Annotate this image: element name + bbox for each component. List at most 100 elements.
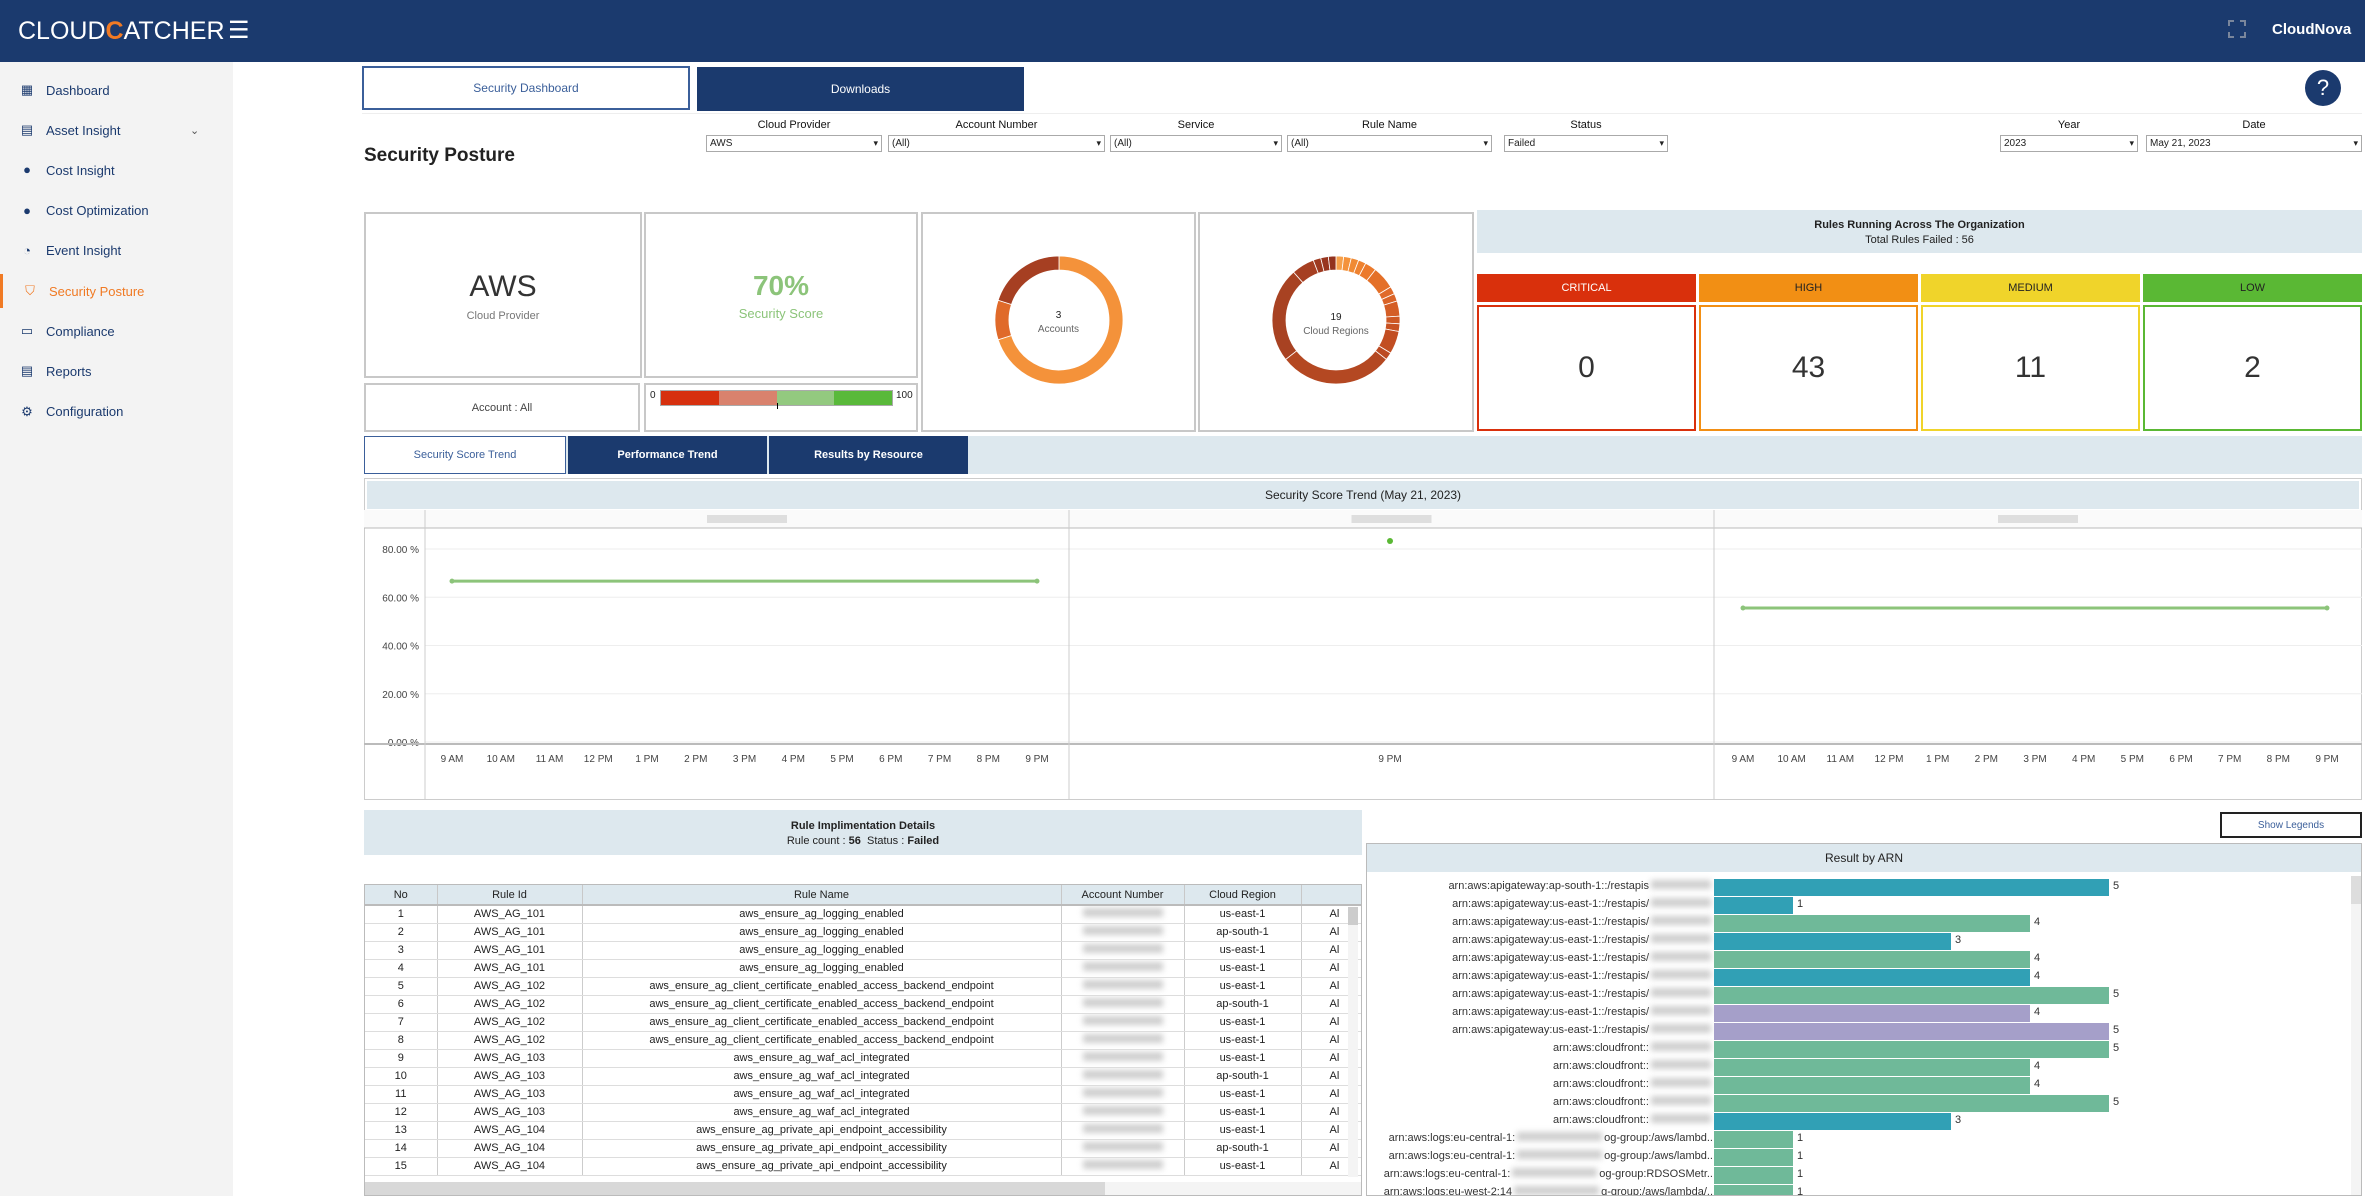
sidebar-item-dashboard[interactable]: ▦ Dashboard <box>0 73 233 107</box>
arn-bar-row[interactable]: arn:aws:apigateway:us-east-1::/restapis/… <box>1367 1022 2361 1040</box>
arn-bar[interactable] <box>1714 1167 1793 1184</box>
arn-bar-row[interactable]: arn:aws:logs:eu-central-1: og-group:/aws/… <box>1367 1148 2361 1166</box>
donut-segment[interactable] <box>1327 255 1337 271</box>
tab-results-by-resource[interactable]: Results by Resource <box>769 436 968 474</box>
arn-bar-row[interactable]: arn:aws:cloudfront:: 5 <box>1367 1094 2361 1112</box>
fullscreen-icon[interactable] <box>2228 20 2246 38</box>
tab-performance-trend[interactable]: Performance Trend <box>568 436 767 474</box>
arn-bar[interactable] <box>1714 969 2030 986</box>
arn-bar[interactable] <box>1714 879 2109 896</box>
donut-segment[interactable] <box>997 255 1124 385</box>
sidebar-item-event-insight[interactable]: ◔ Event Insight <box>0 234 233 268</box>
donut-segment[interactable] <box>997 255 1060 306</box>
arn-bar-row[interactable]: arn:aws:cloudfront:: 5 <box>1367 1040 2361 1058</box>
tab-security-score-trend[interactable]: Security Score Trend <box>364 436 566 474</box>
arn-bar[interactable] <box>1714 951 2030 968</box>
account-number-select[interactable]: (All) ▾ <box>888 135 1105 152</box>
table-row[interactable]: 12 AWS_AG_103 aws_ensure_ag_waf_acl_integr… <box>365 1103 1361 1122</box>
hamburger-menu-icon[interactable]: ☰ <box>228 17 250 44</box>
column-header[interactable]: Rule Name <box>582 885 1062 906</box>
column-header[interactable] <box>1301 885 1361 906</box>
sidebar-item-configuration[interactable]: ⚙ Configuration <box>0 395 233 429</box>
arn-bar-row[interactable]: arn:aws:apigateway:ap-south-1::/restapis… <box>1367 878 2361 896</box>
table-row[interactable]: 11 AWS_AG_103 aws_ensure_ag_waf_acl_integr… <box>365 1085 1361 1104</box>
severity-count-critical[interactable]: 0 <box>1477 305 1696 431</box>
tab-security-dashboard[interactable]: Security Dashboard <box>362 66 690 110</box>
cloud-provider-select[interactable]: AWS ▾ <box>706 135 882 152</box>
table-row[interactable]: 3 AWS_AG_101 aws_ensure_ag_logging_enabled… <box>365 941 1361 960</box>
table-row[interactable]: 7 AWS_AG_102 aws_ensure_ag_client_certific… <box>365 1013 1361 1032</box>
tab-downloads[interactable]: Downloads <box>697 67 1024 111</box>
arn-bar-row[interactable]: arn:aws:apigateway:us-east-1::/restapis/… <box>1367 932 2361 950</box>
arn-bar-row[interactable]: arn:aws:apigateway:us-east-1::/restapis/… <box>1367 914 2361 932</box>
table-row[interactable]: 1 AWS_AG_101 aws_ensure_ag_logging_enabled… <box>365 905 1361 924</box>
donut-segment[interactable] <box>1285 350 1387 385</box>
column-header[interactable]: No <box>365 885 438 906</box>
arn-bar-row[interactable]: arn:aws:logs:eu-central-1: og-group:/aws/… <box>1367 1130 2361 1148</box>
table-row[interactable]: 2 AWS_AG_101 aws_ensure_ag_logging_enabled… <box>365 923 1361 942</box>
table-row[interactable]: 4 AWS_AG_101 aws_ensure_ag_logging_enabled… <box>365 959 1361 978</box>
arn-bar[interactable] <box>1714 1005 2030 1022</box>
column-header[interactable]: Rule Id <box>437 885 583 906</box>
arn-bar[interactable] <box>1714 897 1793 914</box>
arn-bar-row[interactable]: arn:aws:logs:eu-west-2:14 g-group:/aws/la… <box>1367 1184 2361 1195</box>
chevron-down-icon[interactable]: ⌄ <box>190 124 200 137</box>
data-point[interactable] <box>2324 605 2330 611</box>
status-select[interactable]: Failed ▾ <box>1504 135 1668 152</box>
column-header[interactable]: Cloud Region <box>1184 885 1302 906</box>
arn-bar[interactable] <box>1714 933 1951 950</box>
rule-name-select[interactable]: (All) ▾ <box>1287 135 1492 152</box>
arn-bar[interactable] <box>1714 987 2109 1004</box>
table-row[interactable]: 5 AWS_AG_102 aws_ensure_ag_client_certific… <box>365 977 1361 996</box>
sidebar-item-cost-insight[interactable]: ● Cost Insight <box>0 153 233 187</box>
arn-bar-row[interactable]: arn:aws:apigateway:us-east-1::/restapis/… <box>1367 896 2361 914</box>
table-row[interactable]: 10 AWS_AG_103 aws_ensure_ag_waf_acl_integr… <box>365 1067 1361 1086</box>
sidebar-item-asset-insight[interactable]: ▤ Asset Insight ⌄ <box>0 113 233 147</box>
arn-bar-row[interactable]: arn:aws:apigateway:us-east-1::/restapis/… <box>1367 950 2361 968</box>
vertical-scrollbar[interactable] <box>2351 876 2361 1195</box>
severity-count-low[interactable]: 2 <box>2143 305 2362 431</box>
severity-count-medium[interactable]: 11 <box>1921 305 2140 431</box>
arn-bar[interactable] <box>1714 1185 1793 1195</box>
help-icon[interactable]: ? <box>2305 70 2341 106</box>
table-row[interactable]: 8 AWS_AG_102 aws_ensure_ag_client_certific… <box>365 1031 1361 1050</box>
cloudcatcher-logo[interactable]: CLOUDCATCHER <box>18 17 225 46</box>
table-row[interactable]: 6 AWS_AG_102 aws_ensure_ag_client_certific… <box>365 995 1361 1014</box>
arn-bar-row[interactable]: arn:aws:logs:eu-central-1: og-group:RDSOS… <box>1367 1166 2361 1184</box>
user-name[interactable]: CloudNova <box>2272 21 2352 38</box>
arn-bar[interactable] <box>1714 1077 2030 1094</box>
arn-bar[interactable] <box>1714 1095 2109 1112</box>
arn-bar[interactable] <box>1714 1131 1793 1148</box>
service-select[interactable]: (All) ▾ <box>1110 135 1282 152</box>
year-select[interactable]: 2023 ▾ <box>2000 135 2138 152</box>
data-point[interactable] <box>449 578 455 584</box>
table-row[interactable]: 13 AWS_AG_104 aws_ensure_ag_private_api_en… <box>365 1121 1361 1140</box>
data-point[interactable] <box>1740 605 1746 611</box>
arn-bar[interactable] <box>1714 1059 2030 1076</box>
arn-bar[interactable] <box>1714 1113 1951 1130</box>
sidebar-item-compliance[interactable]: ▭ Compliance <box>0 314 233 348</box>
data-point[interactable] <box>1034 578 1040 584</box>
horizontal-scrollbar[interactable] <box>365 1182 1361 1195</box>
column-header[interactable]: Account Number <box>1061 885 1185 906</box>
show-legends-button[interactable]: Show Legends <box>2220 812 2362 838</box>
sidebar-item-cost-optimization[interactable]: ● Cost Optimization <box>0 194 233 228</box>
arn-bar-row[interactable]: arn:aws:apigateway:us-east-1::/restapis/… <box>1367 986 2361 1004</box>
sidebar-item-security-posture[interactable]: ⛉ Security Posture <box>0 274 233 308</box>
table-row[interactable]: 15 AWS_AG_104 aws_ensure_ag_private_api_en… <box>365 1157 1361 1176</box>
table-row[interactable]: 14 AWS_AG_104 aws_ensure_ag_private_api_en… <box>365 1139 1361 1158</box>
vertical-scrollbar[interactable] <box>1348 907 1358 1177</box>
date-select[interactable]: May 21, 2023 ▾ <box>2146 135 2362 152</box>
sidebar-item-reports[interactable]: ▤ Reports <box>0 354 233 388</box>
severity-count-high[interactable]: 43 <box>1699 305 1918 431</box>
arn-bar-row[interactable]: arn:aws:cloudfront:: 4 <box>1367 1076 2361 1094</box>
arn-bar-row[interactable]: arn:aws:cloudfront:: 3 <box>1367 1112 2361 1130</box>
table-row[interactable]: 9 AWS_AG_103 aws_ensure_ag_waf_acl_integra… <box>365 1049 1361 1068</box>
data-point[interactable] <box>1387 537 1393 544</box>
arn-bar[interactable] <box>1714 1041 2109 1058</box>
arn-bar[interactable] <box>1714 1149 1793 1166</box>
arn-bar-row[interactable]: arn:aws:apigateway:us-east-1::/restapis/… <box>1367 968 2361 986</box>
arn-bar[interactable] <box>1714 915 2030 932</box>
arn-bar-row[interactable]: arn:aws:cloudfront:: 4 <box>1367 1058 2361 1076</box>
arn-bar-row[interactable]: arn:aws:apigateway:us-east-1::/restapis/… <box>1367 1004 2361 1022</box>
